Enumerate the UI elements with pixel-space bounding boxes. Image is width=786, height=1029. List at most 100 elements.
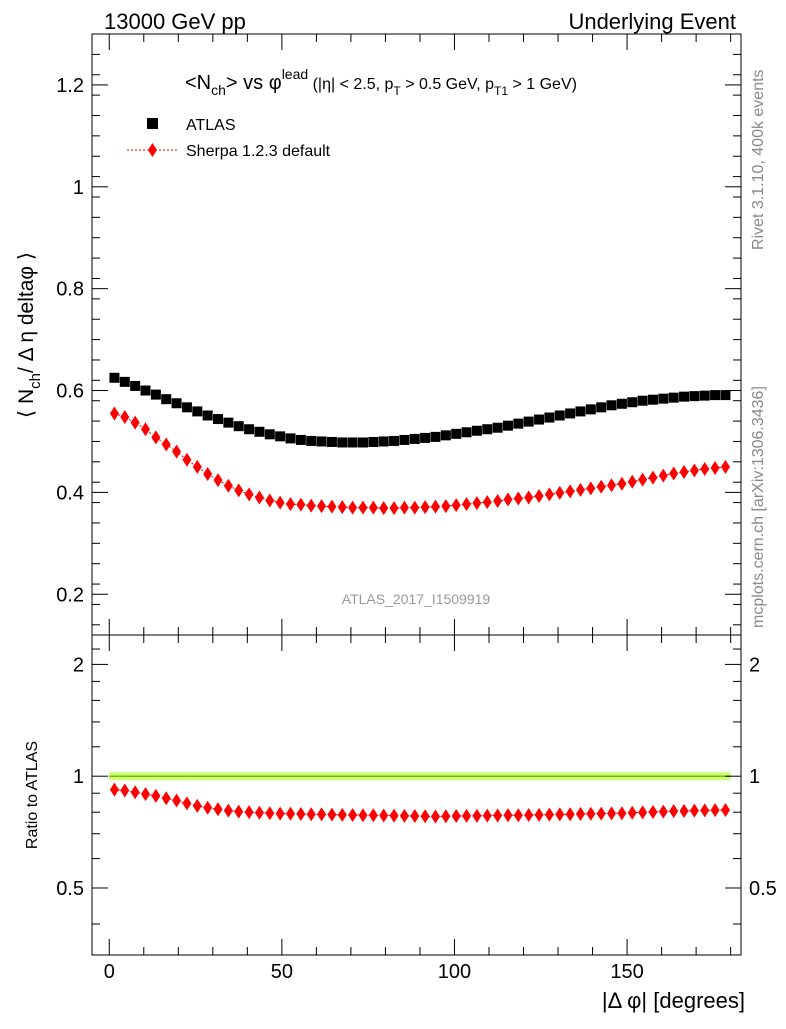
ratio-sherpa-point	[607, 806, 617, 821]
main-x-ticks	[108, 34, 732, 635]
plot-title: <Nch> vs φlead (|η| < 2.5, pT > 0.5 GeV,…	[185, 66, 577, 98]
ratio-sherpa-point	[213, 802, 223, 817]
atlas-point	[202, 410, 213, 421]
atlas-point	[326, 436, 337, 447]
main-y-tick-label: 0.8	[56, 279, 84, 301]
ratio-sherpa-point	[368, 808, 378, 823]
sherpa-point	[389, 501, 399, 516]
sherpa-point	[368, 500, 378, 515]
main-y-tick-label: 0.2	[56, 584, 84, 606]
atlas-point	[409, 433, 420, 444]
atlas-point	[192, 406, 203, 417]
atlas-point	[523, 416, 534, 427]
sherpa-point	[296, 497, 306, 512]
header-left: 13000 GeV pp	[104, 9, 246, 34]
atlas-point	[223, 417, 234, 428]
ratio-sherpa-point	[389, 808, 399, 823]
legend-atlas-marker	[147, 118, 158, 129]
atlas-point	[565, 408, 576, 419]
ratio-sherpa-point	[689, 803, 699, 818]
ratio-sherpa-point	[627, 805, 637, 820]
atlas-point	[275, 431, 286, 442]
atlas-point	[679, 391, 690, 402]
sherpa-point	[161, 437, 171, 452]
sherpa-point	[565, 484, 575, 499]
ratio-y-tick-label-right: 1	[749, 766, 760, 788]
main-y-tick-label: 1	[73, 177, 84, 199]
sherpa-line	[114, 412, 726, 509]
atlas-point	[285, 433, 296, 444]
ratio-y-label: Ratio to ATLAS	[24, 741, 41, 849]
ratio-sherpa-point	[679, 803, 689, 818]
ratio-x-tick-label: 50	[271, 961, 293, 983]
ratio-sherpa-point	[109, 782, 119, 797]
sherpa-point	[109, 406, 119, 421]
sherpa-point	[358, 500, 368, 515]
sherpa-point	[410, 500, 420, 515]
atlas-point	[171, 398, 182, 409]
sherpa-point	[627, 474, 637, 489]
atlas-point	[130, 380, 141, 391]
atlas-point	[647, 394, 658, 405]
rivet-label: Rivet 3.1.10, 400k events	[750, 69, 767, 250]
sherpa-point	[689, 463, 699, 478]
ratio-sherpa-point	[638, 805, 648, 820]
sherpa-point	[493, 494, 503, 509]
main-y-label: ⟨ Nch/ Δ η deltaφ ⟩	[15, 252, 44, 418]
sherpa-series	[109, 406, 730, 516]
sherpa-point	[503, 492, 513, 507]
atlas-point	[699, 390, 710, 401]
ratio-sherpa-point	[575, 807, 585, 822]
main-y-axis: 0.2 0.4 0.6 0.8 1 1.2	[56, 53, 741, 626]
sherpa-point	[638, 472, 648, 487]
sherpa-point	[586, 481, 596, 496]
ratio-x-axis: 0 50 100 150	[104, 635, 732, 983]
ratio-sherpa-point	[151, 788, 161, 803]
sherpa-point	[182, 452, 192, 467]
atlas-point	[502, 420, 513, 431]
ratio-sherpa-point	[275, 806, 285, 821]
sherpa-point	[275, 495, 285, 510]
atlas-point	[316, 436, 327, 447]
ratio-sherpa-point	[710, 803, 720, 818]
ratio-sherpa-point	[596, 806, 606, 821]
ratio-sherpa-point	[182, 796, 192, 811]
ratio-sherpa-point	[524, 808, 534, 823]
header-right: Underlying Event	[568, 9, 736, 34]
atlas-point	[513, 418, 524, 429]
atlas-point	[637, 395, 648, 406]
sherpa-point	[420, 500, 430, 515]
sherpa-point	[120, 410, 130, 425]
atlas-point	[389, 435, 400, 446]
sherpa-point	[151, 430, 161, 445]
sherpa-point	[555, 485, 565, 500]
ratio-sherpa-point	[544, 807, 554, 822]
ratio-sherpa-point	[379, 808, 389, 823]
atlas-point	[181, 402, 192, 413]
ratio-sherpa-point	[555, 807, 565, 822]
ratio-sherpa-point	[285, 806, 295, 821]
atlas-point	[482, 424, 493, 435]
sherpa-point	[482, 495, 492, 510]
sherpa-point	[234, 483, 244, 498]
ratio-sherpa-point	[306, 807, 316, 822]
sherpa-point	[441, 499, 451, 514]
ratio-sherpa-point	[648, 804, 658, 819]
ratio-sherpa-point	[700, 803, 710, 818]
sherpa-point	[192, 459, 202, 474]
ratio-sherpa-point	[358, 808, 368, 823]
ratio-sherpa-point	[513, 808, 523, 823]
legend: ATLAS Sherpa 1.2.3 default	[127, 117, 331, 160]
ratio-sherpa-point	[565, 807, 575, 822]
ratio-y-axis: 0.5 0.5 1 1 2 2	[56, 648, 777, 925]
atlas-point	[347, 437, 358, 448]
ratio-y-tick-label: 2	[73, 654, 84, 676]
atlas-point	[616, 398, 627, 409]
sherpa-point	[379, 501, 389, 516]
ratio-y-tick-label: 1	[73, 766, 84, 788]
sherpa-point	[213, 473, 223, 488]
ratio-sherpa-point	[441, 809, 451, 824]
sherpa-point	[534, 488, 544, 503]
ratio-sherpa-point	[265, 806, 275, 821]
ratio-sherpa-point	[192, 798, 202, 813]
